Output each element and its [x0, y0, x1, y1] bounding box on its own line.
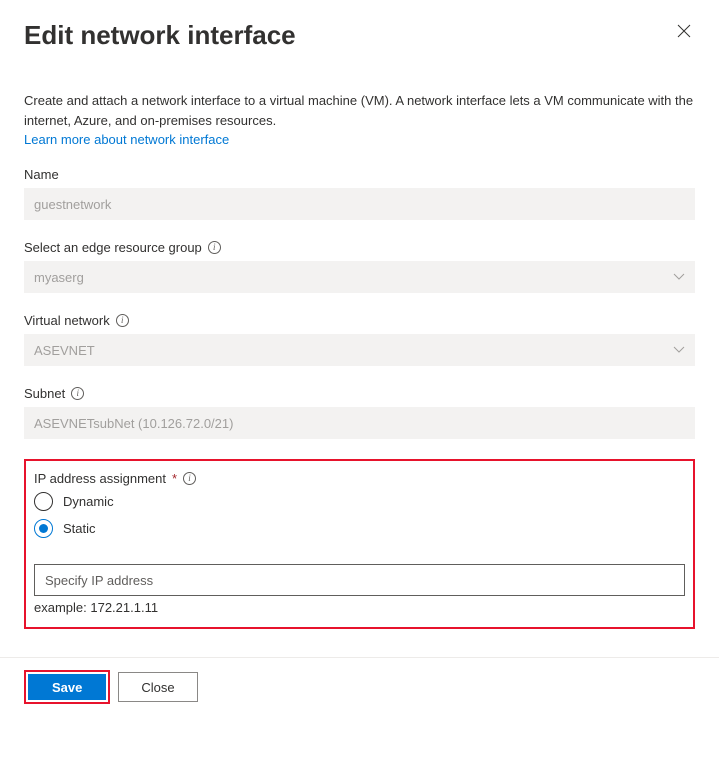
vnet-dropdown: ASEVNET: [24, 334, 695, 366]
info-icon[interactable]: i: [183, 472, 196, 485]
ip-assignment-radio-group: Dynamic Static: [34, 492, 685, 538]
name-input: [24, 188, 695, 220]
radio-dynamic-label: Dynamic: [63, 494, 114, 509]
ip-address-hint: example: 172.21.1.11: [34, 600, 685, 615]
close-button[interactable]: Close: [118, 672, 197, 702]
save-button[interactable]: Save: [28, 674, 106, 700]
ip-address-input[interactable]: [34, 564, 685, 596]
intro-description: Create and attach a network interface to…: [24, 91, 695, 130]
subnet-input: [24, 407, 695, 439]
info-icon[interactable]: i: [71, 387, 84, 400]
radio-static-label: Static: [63, 521, 96, 536]
field-vnet: Virtual network i ASEVNET: [24, 313, 695, 366]
panel-footer: Save Close: [0, 658, 719, 722]
required-indicator: *: [172, 471, 177, 486]
ip-assignment-label: IP address assignment: [34, 471, 166, 486]
vnet-label: Virtual network: [24, 313, 110, 328]
ip-assignment-section: IP address assignment * i Dynamic Static…: [24, 459, 695, 629]
resource-group-label: Select an edge resource group: [24, 240, 202, 255]
resource-group-value: myaserg: [34, 270, 84, 285]
page-title: Edit network interface: [24, 20, 296, 51]
info-icon[interactable]: i: [116, 314, 129, 327]
subnet-label: Subnet: [24, 386, 65, 401]
radio-circle-icon: [34, 492, 53, 511]
radio-circle-icon: [34, 519, 53, 538]
learn-more-link[interactable]: Learn more about network interface: [24, 132, 229, 147]
name-label: Name: [24, 167, 695, 182]
field-name: Name: [24, 167, 695, 220]
chevron-down-icon: [673, 346, 685, 354]
chevron-down-icon: [673, 273, 685, 281]
radio-dynamic[interactable]: Dynamic: [34, 492, 685, 511]
radio-static[interactable]: Static: [34, 519, 685, 538]
close-icon[interactable]: [673, 20, 695, 46]
vnet-value: ASEVNET: [34, 343, 95, 358]
panel-header: Edit network interface: [24, 20, 695, 51]
save-highlight: Save: [24, 670, 110, 704]
field-subnet: Subnet i: [24, 386, 695, 439]
info-icon[interactable]: i: [208, 241, 221, 254]
field-resource-group: Select an edge resource group i myaserg: [24, 240, 695, 293]
resource-group-dropdown: myaserg: [24, 261, 695, 293]
